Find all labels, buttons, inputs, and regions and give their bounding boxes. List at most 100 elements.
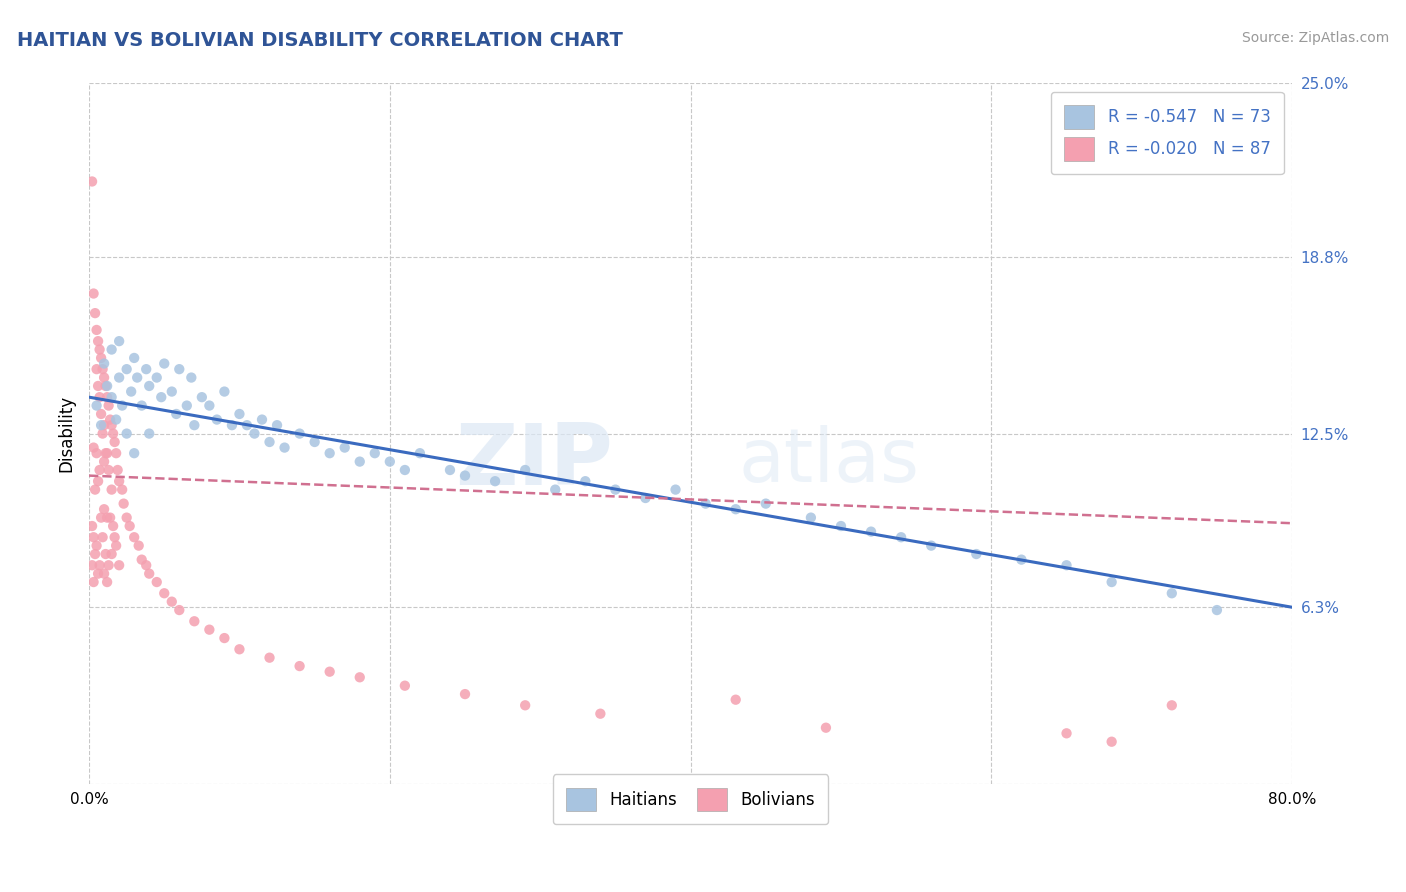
Point [111,399,134,413]
Point [1101,575,1123,590]
Point [115,362,138,376]
Point [93,370,115,384]
Point [304,435,326,450]
Point [93,357,115,371]
Point [180,370,202,384]
Point [176,399,198,413]
Legend: Haitians, Bolivians: Haitians, Bolivians [553,774,828,824]
Point [89,390,111,404]
Point [108,558,131,573]
Point [364,446,387,460]
Point [122,351,145,365]
Point [90,510,112,524]
Point [83,441,105,455]
Point [87,474,110,488]
Point [108,370,131,384]
Point [97,463,120,477]
Point [120,384,142,399]
Point [84,483,107,497]
Point [83,530,105,544]
Point [145,370,167,384]
Point [111,483,134,497]
Point [89,463,111,477]
Point [94,446,117,460]
Point [91,530,114,544]
Point [90,407,112,421]
Point [87,334,110,348]
Point [664,483,686,497]
Point [115,426,138,441]
Point [1010,552,1032,566]
Point [454,468,477,483]
Point [105,539,128,553]
Point [86,399,108,413]
Point [183,614,205,628]
Point [83,575,105,590]
Point [830,519,852,533]
Y-axis label: Disability: Disability [58,395,75,472]
Point [333,441,356,455]
Point [122,446,145,460]
Point [86,539,108,553]
Point [83,286,105,301]
Point [135,362,157,376]
Point [153,357,176,371]
Point [91,362,114,376]
Point [80,558,103,573]
Point [183,418,205,433]
Point [273,441,295,455]
Point [104,530,127,544]
Point [205,412,228,426]
Point [259,435,281,450]
Point [755,497,778,511]
Point [87,566,110,581]
Text: atlas: atlas [738,425,920,498]
Point [394,679,416,693]
Point [484,474,506,488]
Point [86,446,108,460]
Point [93,418,115,433]
Point [94,379,117,393]
Point [1206,603,1229,617]
Point [91,426,114,441]
Point [544,483,567,497]
Point [169,603,191,617]
Point [214,631,236,645]
Point [574,474,596,488]
Point [131,552,153,566]
Point [288,659,311,673]
Point [724,692,747,706]
Point [89,558,111,573]
Point [105,446,128,460]
Point [135,558,157,573]
Point [112,497,135,511]
Point [318,446,340,460]
Point [198,623,221,637]
Point [138,426,160,441]
Point [97,399,120,413]
Point [145,575,167,590]
Point [349,670,371,684]
Point [515,463,537,477]
Point [101,426,124,441]
Point [84,547,107,561]
Point [1056,726,1078,740]
Point [724,502,747,516]
Point [100,483,122,497]
Point [191,390,214,404]
Point [98,412,121,426]
Point [115,510,138,524]
Point [221,418,243,433]
Point [814,721,837,735]
Point [98,510,121,524]
Point [100,343,122,357]
Point [89,343,111,357]
Point [84,306,107,320]
Point [101,519,124,533]
Point [108,334,131,348]
Point [96,510,118,524]
Point [108,474,131,488]
Point [93,454,115,468]
Point [87,379,110,393]
Point [96,390,118,404]
